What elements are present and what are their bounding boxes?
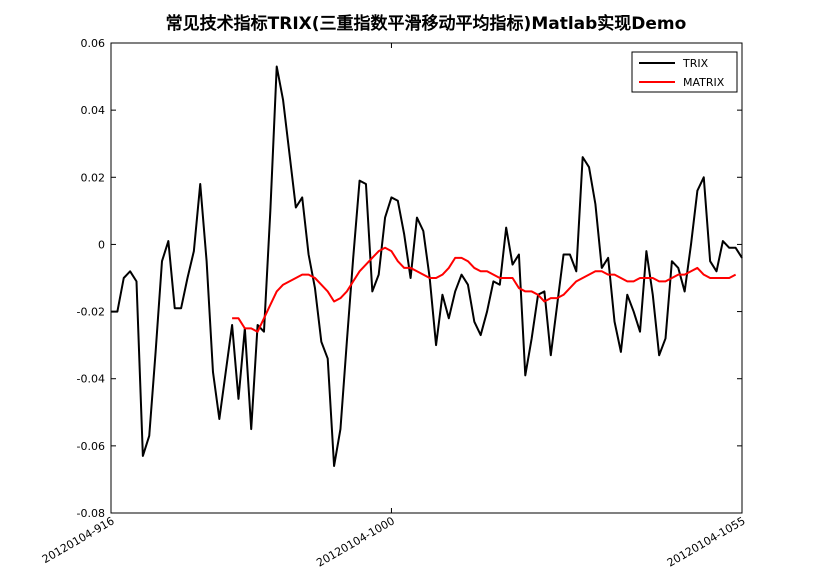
y-tick-label: -0.06	[77, 440, 105, 453]
y-tick-label: -0.02	[77, 306, 105, 319]
plot-area: -0.08-0.06-0.04-0.0200.020.040.062012010…	[40, 37, 748, 570]
y-tick-label: 0.06	[81, 37, 106, 50]
series-line-trix	[111, 65, 743, 467]
axes-frame	[110, 42, 743, 514]
legend-box	[631, 51, 738, 93]
y-tick-label: 0.04	[81, 104, 106, 117]
y-tick-label: -0.04	[77, 373, 105, 386]
legend-label-matrix: MATRIX	[683, 76, 725, 89]
y-tick-label: 0.02	[81, 171, 106, 184]
y-tick-label: 0	[98, 238, 105, 251]
axes-background	[111, 43, 742, 513]
legend-label-trix: TRIX	[682, 57, 709, 70]
series-line-matrix	[232, 246, 737, 333]
chart-title: 常见技术指标TRIX(三重指数平滑移动平均指标)Matlab实现Demo	[166, 13, 687, 34]
y-tick-label: -0.08	[77, 507, 105, 520]
